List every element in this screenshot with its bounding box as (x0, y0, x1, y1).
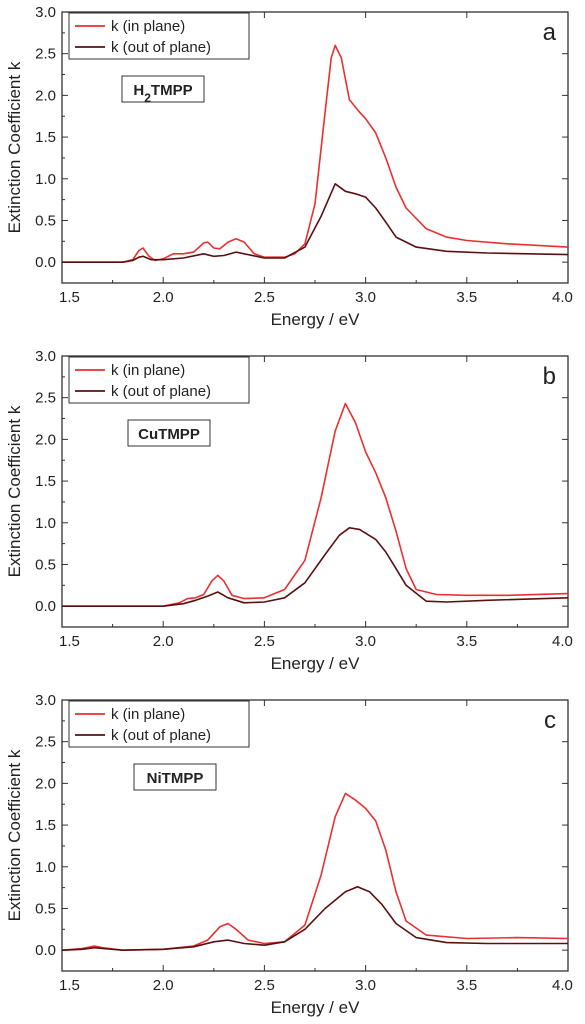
legend: k (in plane) k (out of plane) (68, 700, 250, 748)
series-line-out-of-plane (62, 183, 569, 263)
x-tick-label: 4.0 (552, 289, 573, 306)
legend-entry: k (out of plane) (111, 383, 211, 400)
sample-label-rest: TMPP (151, 82, 193, 99)
x-tick-label: 2.0 (153, 633, 174, 650)
y-tick-label: 3.0 (35, 692, 56, 709)
y-tick-label: 1.5 (35, 129, 56, 146)
y-axis-title: Extinction Coefficient k (5, 405, 24, 577)
sample-label-box (133, 763, 217, 791)
series-line-out-of-plane (61, 886, 568, 951)
y-tick-label: 1.5 (35, 473, 56, 490)
y-tick-label: 2.5 (35, 46, 56, 63)
x-tick-label: 2.5 (254, 289, 275, 306)
x-tick-label: 3.0 (355, 633, 376, 650)
legend-box (68, 700, 250, 748)
x-tick-label: 1.5 (59, 977, 80, 994)
legend: k (in plane) k (out of plane) (68, 12, 250, 60)
x-tick-label: 3.5 (456, 977, 477, 994)
x-tick-label: 2.0 (153, 977, 174, 994)
sample-label-subscript: 2 (144, 91, 151, 105)
y-tick-label: 0.5 (35, 212, 56, 229)
sample-label-main: NiTMPP (147, 770, 204, 787)
sample-label-box (121, 75, 205, 103)
legend-box (68, 12, 250, 60)
y-axis-title: Extinction Coefficient k (5, 61, 24, 233)
x-tick-label: 1.5 (59, 289, 80, 306)
x-tick-label: 2.5 (254, 633, 275, 650)
y-tick-label: 2.5 (35, 734, 56, 751)
y-tick-label: 1.0 (35, 859, 56, 876)
x-tick-label: 4.0 (552, 977, 573, 994)
y-tick-label: 3.0 (35, 4, 56, 21)
y-tick-label: 1.5 (35, 817, 56, 834)
y-tick-label: 2.0 (35, 431, 56, 448)
x-tick-label: 3.0 (355, 289, 376, 306)
y-tick-label: 0.0 (35, 942, 56, 959)
x-tick-label: 3.5 (456, 633, 477, 650)
panel-letter: b (543, 363, 556, 390)
series-line-in-plane (62, 402, 569, 607)
sample-label-main: CuTMPP (138, 426, 200, 443)
sample-label: CuTMPP (138, 426, 200, 443)
x-axis-title: Energy / eV (271, 310, 360, 329)
panel-c: 1.5 2.0 2.5 3.0 3.5 4.0 0.0 0.5 1.0 1.5 2.0 2.5 3.0 E… (5, 692, 573, 1017)
legend-box (68, 356, 250, 404)
panel-letter: c (544, 707, 556, 734)
x-axis-title: Energy / eV (271, 654, 360, 673)
y-axis-title: Extinction Coefficient k (5, 749, 24, 921)
x-tick-label: 1.5 (59, 633, 80, 650)
x-tick-label: 4.0 (552, 633, 573, 650)
y-tick-label: 0.5 (35, 900, 56, 917)
legend-entry: k (in plane) (111, 706, 185, 723)
series-line-in-plane (61, 792, 569, 951)
y-tick-label: 1.0 (35, 515, 56, 532)
panel-b: 1.5 2.0 2.5 3.0 3.5 4.0 0.0 0.5 1.0 1.5 2.0 2.5 3.0 E… (5, 348, 573, 673)
y-tick-label: 3.0 (35, 348, 56, 365)
legend-entry: k (in plane) (111, 18, 185, 35)
legend-entry: k (out of plane) (111, 727, 211, 744)
y-tick-label: 2.5 (35, 390, 56, 407)
legend-entry: k (in plane) (111, 362, 185, 379)
panel-a: 1.5 2.0 2.5 3.0 3.5 4.0 0.0 0.5 1.0 1.5 2.0 2.5 3.0 E… (5, 4, 573, 329)
sample-label: H2TMPP (133, 82, 192, 105)
x-tick-label: 3.0 (355, 977, 376, 994)
y-tick-label: 0.0 (35, 254, 56, 271)
x-tick-label: 2.5 (254, 977, 275, 994)
sample-label-main: H (133, 82, 144, 99)
legend-entry: k (out of plane) (111, 39, 211, 56)
x-axis-title: Energy / eV (271, 998, 360, 1017)
legend: k (in plane) k (out of plane) (68, 356, 250, 404)
y-tick-label: 1.0 (35, 171, 56, 188)
panel-letter: a (543, 19, 557, 46)
y-tick-label: 2.0 (35, 87, 56, 104)
x-tick-label: 3.5 (456, 289, 477, 306)
sample-label-box (127, 419, 211, 447)
x-tick-label: 2.0 (153, 289, 174, 306)
series-line-out-of-plane (62, 527, 569, 607)
y-tick-label: 2.0 (35, 775, 56, 792)
sample-label: NiTMPP (147, 770, 204, 787)
y-tick-label: 0.0 (35, 598, 56, 615)
y-tick-label: 0.5 (35, 556, 56, 573)
